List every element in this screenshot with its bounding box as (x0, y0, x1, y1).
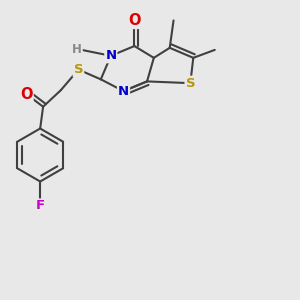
Text: O: O (20, 87, 33, 102)
Text: S: S (74, 63, 83, 76)
Text: O: O (128, 13, 141, 28)
Text: H: H (72, 43, 82, 56)
Text: N: N (118, 85, 129, 98)
Text: N: N (105, 49, 116, 62)
Text: F: F (36, 200, 45, 212)
Text: S: S (185, 77, 195, 90)
